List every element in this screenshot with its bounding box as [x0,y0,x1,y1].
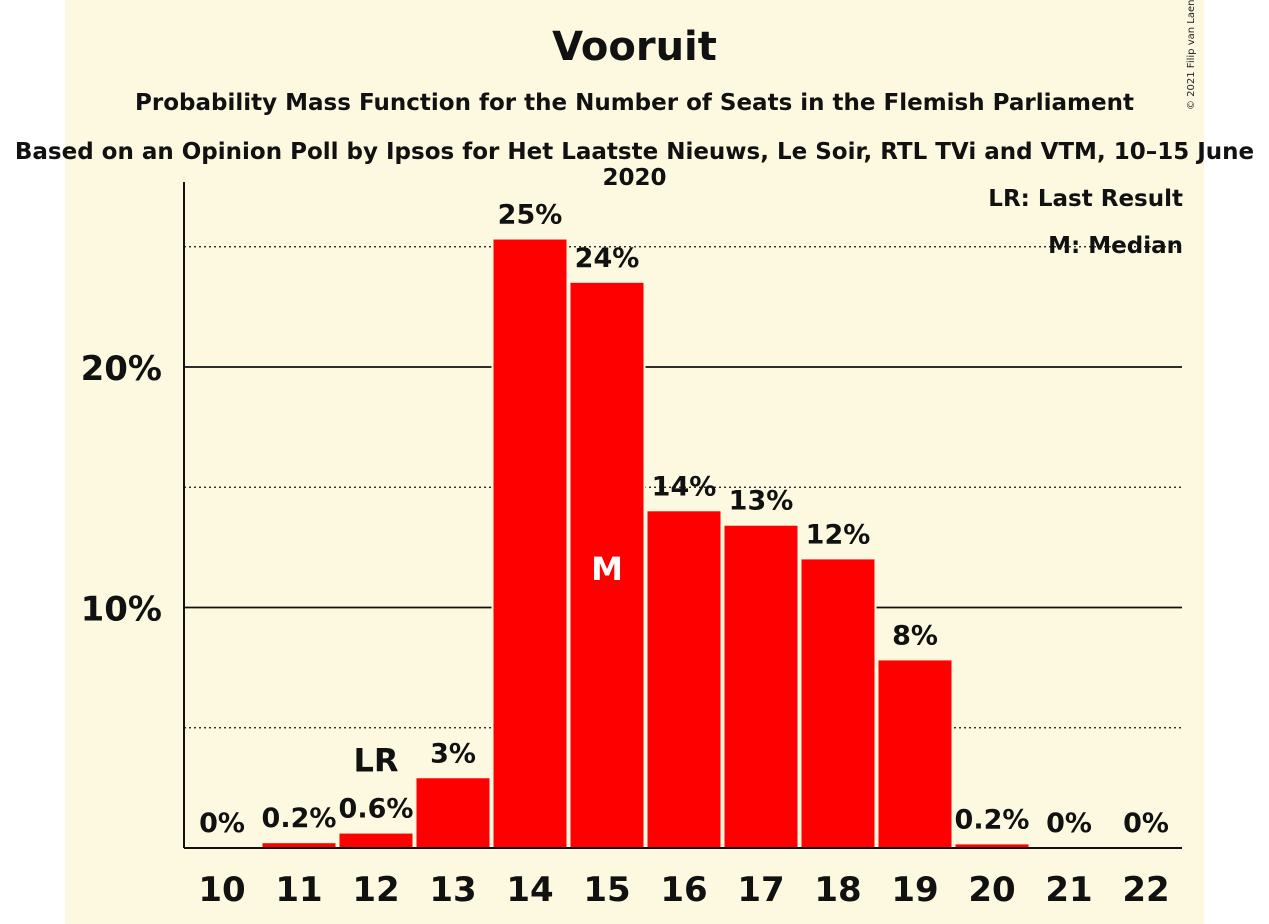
bar-value-label: 3% [430,738,476,769]
legend-median: M: Median [1048,233,1183,259]
bar-value-label: 25% [498,200,563,231]
bar-value-label: 0.6% [339,794,414,825]
x-tick-label: 14 [506,870,553,910]
bar [493,239,567,848]
x-tick-label: 11 [275,870,322,910]
x-tick-label: 15 [583,870,630,910]
x-tick-label: 21 [1045,870,1092,910]
chart-source: Based on an Opinion Poll by Ipsos for He… [14,139,1255,191]
x-tick-label: 16 [660,870,707,910]
bar-value-label: 0.2% [262,803,337,834]
y-tick-label: 10% [81,590,162,630]
bar [262,843,336,848]
x-tick-label: 13 [429,870,476,910]
y-tick-label: 20% [81,349,162,389]
x-tick-label: 20 [968,870,1015,910]
bar [647,511,721,848]
bar-value-label: 24% [575,243,640,274]
legend-last-result: LR: Last Result [988,186,1183,212]
median-marker: M [591,550,623,588]
x-tick-label: 19 [891,870,938,910]
bar [724,525,798,848]
bar [801,559,875,848]
x-tick-label: 18 [814,870,861,910]
bar [955,844,1029,848]
bar [416,778,490,848]
x-tick-label: 12 [352,870,399,910]
last-result-marker: LR [353,742,398,780]
bar [570,282,644,848]
bar [878,660,952,848]
bar-value-label: 8% [892,620,938,651]
bar-value-label: 0% [1046,808,1092,839]
chart-subtitle: Probability Mass Function for the Number… [135,90,1134,116]
bar [339,833,413,848]
x-tick-label: 22 [1122,870,1169,910]
bar-value-label: 12% [806,519,871,550]
bar-value-label: 0% [199,808,245,839]
bar-value-label: 0% [1123,808,1169,839]
bar-value-label: 0.2% [955,804,1030,835]
bar-value-label: 13% [729,486,794,517]
chart-title: Vooruit [552,24,717,70]
x-tick-label: 17 [737,870,784,910]
x-tick-label: 10 [198,870,245,910]
bar-value-label: 14% [652,471,717,502]
